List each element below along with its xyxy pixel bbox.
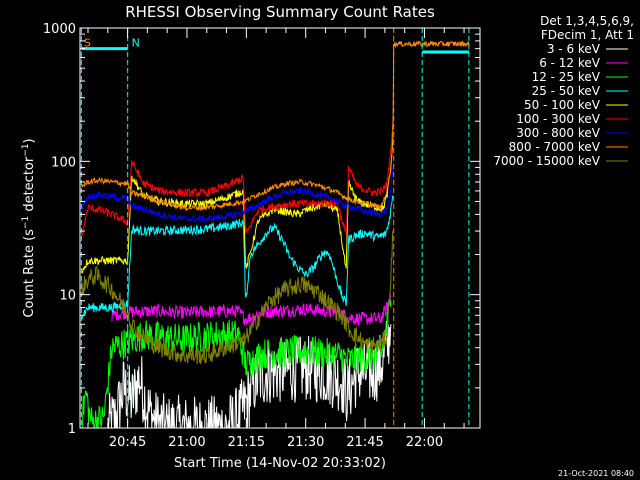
- series-line-4: [81, 195, 394, 321]
- x-axis-label: Start Time (14-Nov-02 20:33:02): [174, 456, 386, 471]
- y-tick-label: 1000: [43, 22, 76, 37]
- legend: Det 1,3,4,5,6,9, FDecim 1, Att 1 3 - 6 k…: [493, 14, 634, 168]
- y-tick-label: 10: [59, 289, 76, 304]
- x-axis: 20:45 21:00 21:15 21:30 21:45 22:00: [87, 28, 465, 450]
- series-line-9: [80, 231, 394, 365]
- y-axis: 1 10 100 1000: [43, 22, 480, 437]
- x-tick-label: 21:00: [168, 435, 205, 450]
- date-stamp: 21-Oct-2021 08:40: [558, 469, 634, 478]
- legend-header-settings: FDecim 1, Att 1: [541, 28, 634, 42]
- series-layer: [80, 40, 470, 430]
- legend-label: 50 - 100 keV: [524, 98, 601, 112]
- flag-label: S: [84, 37, 91, 50]
- legend-label: 25 - 50 keV: [532, 84, 601, 98]
- flag-label: N: [132, 37, 140, 50]
- region-markers: [80, 28, 470, 428]
- plot-frame: [79, 27, 481, 429]
- legend-label: 100 - 300 keV: [516, 112, 600, 126]
- legend-label: 6 - 12 keV: [539, 56, 601, 70]
- series-line-5: [81, 137, 394, 274]
- chart-title: RHESSI Observing Summary Count Rates: [125, 3, 435, 21]
- y-tick-label: 100: [51, 155, 76, 170]
- legend-label: 800 - 7000 keV: [509, 140, 601, 154]
- legend-label: 3 - 6 keV: [547, 42, 601, 56]
- y-axis-label: Count Rate (s−1 detector−1): [21, 138, 37, 317]
- x-tick-label: 21:15: [228, 435, 265, 450]
- legend-label: 12 - 25 keV: [532, 70, 601, 84]
- x-tick-label: 20:45: [109, 435, 146, 450]
- x-tick-label: 22:00: [406, 435, 443, 450]
- series-line-2: [111, 294, 392, 327]
- series-line-7: [80, 167, 394, 224]
- legend-header-detectors: Det 1,3,4,5,6,9,: [540, 14, 634, 28]
- legend-label: 300 - 800 keV: [516, 126, 600, 140]
- series-line-6: [81, 121, 394, 236]
- series-line-8: [80, 40, 470, 212]
- series-line-3: [81, 297, 392, 429]
- x-tick-label: 21:45: [346, 435, 383, 450]
- y-tick-label: 1: [68, 422, 76, 437]
- legend-label: 7000 - 15000 keV: [493, 154, 600, 168]
- x-tick-label: 21:30: [287, 435, 324, 450]
- series-line-1: [107, 320, 392, 430]
